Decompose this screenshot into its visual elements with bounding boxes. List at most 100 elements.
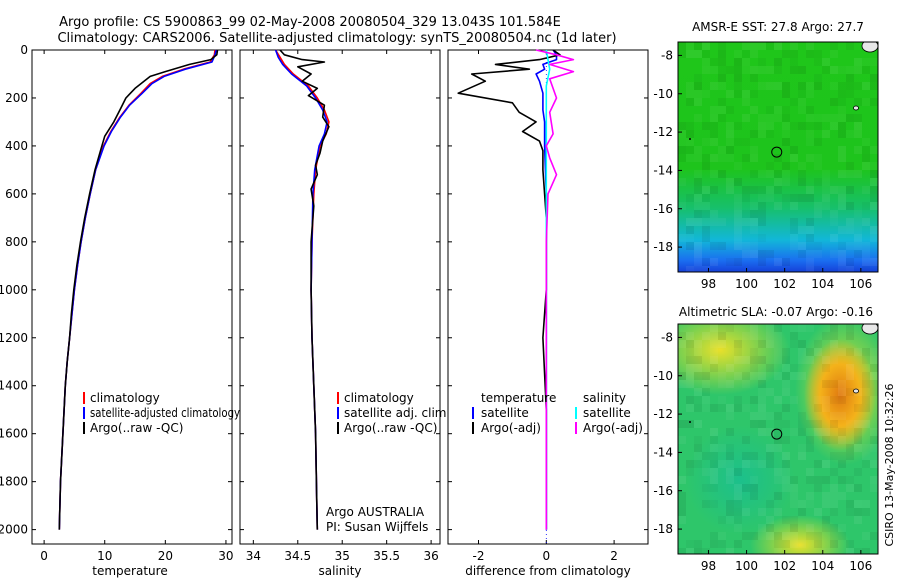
- map-grid-cell: [710, 476, 718, 484]
- map-grid-cell: [862, 532, 870, 540]
- map-grid-cell: [710, 452, 718, 460]
- map-grid-cell: [838, 380, 846, 388]
- map-grid-cell: [702, 548, 710, 554]
- map-grid-cell: [854, 420, 862, 428]
- map-grid-cell: [782, 82, 790, 90]
- latitude-tick-label: -8: [661, 48, 673, 62]
- map-grid-cell: [814, 508, 822, 516]
- difference-lines: [448, 49, 648, 531]
- map-grid-cell: [686, 218, 694, 226]
- map-grid-cell: [782, 516, 790, 524]
- map-grid-cell: [758, 532, 766, 540]
- map-grid-cell: [742, 66, 750, 74]
- map-grid-cell: [686, 234, 694, 242]
- map-grid-cell: [790, 484, 798, 492]
- map-grid-cell: [822, 66, 830, 74]
- map-grid-cell: [838, 460, 846, 468]
- map-grid-cell: [750, 412, 758, 420]
- series-line-argo-raw-qc: [279, 49, 330, 530]
- map-grid-cell: [694, 452, 702, 460]
- map-grid-cell: [710, 114, 718, 122]
- map-grid-cell: [790, 428, 798, 436]
- map-grid-cell: [798, 356, 806, 364]
- temperature-x-label: temperature: [92, 564, 167, 578]
- x-tick-label: 34: [246, 549, 261, 563]
- difference-panel: -2 0 2 difference from climatology tempera…: [447, 49, 649, 578]
- map-grid-cell: [702, 58, 710, 66]
- longitude-tick-label: 102: [773, 559, 796, 573]
- map-grid-cell: [726, 428, 734, 436]
- map-grid-cell: [838, 170, 846, 178]
- map-grid-cell: [798, 428, 806, 436]
- map-grid-cell: [758, 234, 766, 242]
- map-grid-cell: [822, 476, 830, 484]
- map-grid-cell: [806, 154, 814, 162]
- map-grid-cell: [678, 178, 686, 186]
- map-grid-cell: [734, 178, 742, 186]
- map-grid-cell: [806, 138, 814, 146]
- map-grid-cell: [838, 476, 846, 484]
- map-grid-cell: [806, 218, 814, 226]
- map-grid-cell: [718, 42, 726, 50]
- map-grid-cell: [838, 242, 846, 250]
- map-grid-cell: [726, 380, 734, 388]
- map-grid-cell: [726, 364, 734, 372]
- map-grid-cell: [726, 500, 734, 508]
- map-grid-cell: [814, 242, 822, 250]
- map-grid-cell: [870, 194, 878, 202]
- map-grid-cell: [710, 58, 718, 66]
- map-grid-cell: [702, 372, 710, 380]
- map-grid-cell: [758, 420, 766, 428]
- map-grid-cell: [694, 90, 702, 98]
- map-grid-cell: [846, 202, 854, 210]
- map-grid-cell: [734, 396, 742, 404]
- map-grid-cell: [694, 372, 702, 380]
- map-grid-cell: [726, 404, 734, 412]
- map-grid-cell: [838, 452, 846, 460]
- map-grid-cell: [774, 332, 782, 340]
- map-grid-cell: [774, 340, 782, 348]
- map-grid-cell: [846, 42, 854, 50]
- map-grid-cell: [734, 50, 742, 58]
- map-grid-cell: [742, 484, 750, 492]
- map-grid-cell: [702, 66, 710, 74]
- legend-header-temperature: temperature: [481, 391, 556, 405]
- map-grid-cell: [790, 50, 798, 58]
- map-grid-cell: [822, 380, 830, 388]
- map-grid-cell: [686, 332, 694, 340]
- map-grid-cell: [798, 324, 806, 332]
- map-grid-cell: [686, 380, 694, 388]
- map-grid-cell: [846, 66, 854, 74]
- map-grid-cell: [798, 372, 806, 380]
- map-grid-cell: [678, 516, 686, 524]
- difference-axes-frame: [447, 49, 649, 545]
- map-grid-cell: [862, 404, 870, 412]
- map-grid-cell: [862, 266, 870, 274]
- map-grid-cell: [774, 468, 782, 476]
- map-grid-cell: [854, 170, 862, 178]
- map-grid-cell: [806, 532, 814, 540]
- y-tick-label: 600: [5, 187, 28, 201]
- map-grid-cell: [694, 242, 702, 250]
- map-grid-cell: [830, 114, 838, 122]
- legend-label-climatology: climatology: [344, 391, 414, 405]
- map-grid-cell: [822, 516, 830, 524]
- map-grid-cell: [814, 138, 822, 146]
- map-grid-cell: [862, 138, 870, 146]
- legend-label-argo: Argo(..raw -QC): [90, 421, 183, 435]
- map-grid-cell: [838, 106, 846, 114]
- map-grid-cell: [838, 122, 846, 130]
- latitude-tick-label: -10: [653, 87, 673, 101]
- map-grid-cell: [854, 66, 862, 74]
- map-grid-cell: [718, 98, 726, 106]
- map-grid-cell: [846, 82, 854, 90]
- map-grid-cell: [774, 540, 782, 548]
- map-grid-cell: [830, 250, 838, 258]
- map-grid-cell: [774, 66, 782, 74]
- map-grid-cell: [718, 106, 726, 114]
- map-grid-cell: [678, 234, 686, 242]
- map-grid-cell: [726, 452, 734, 460]
- map-grid-cell: [854, 114, 862, 122]
- map-grid-cell: [814, 210, 822, 218]
- map-grid-cell: [694, 82, 702, 90]
